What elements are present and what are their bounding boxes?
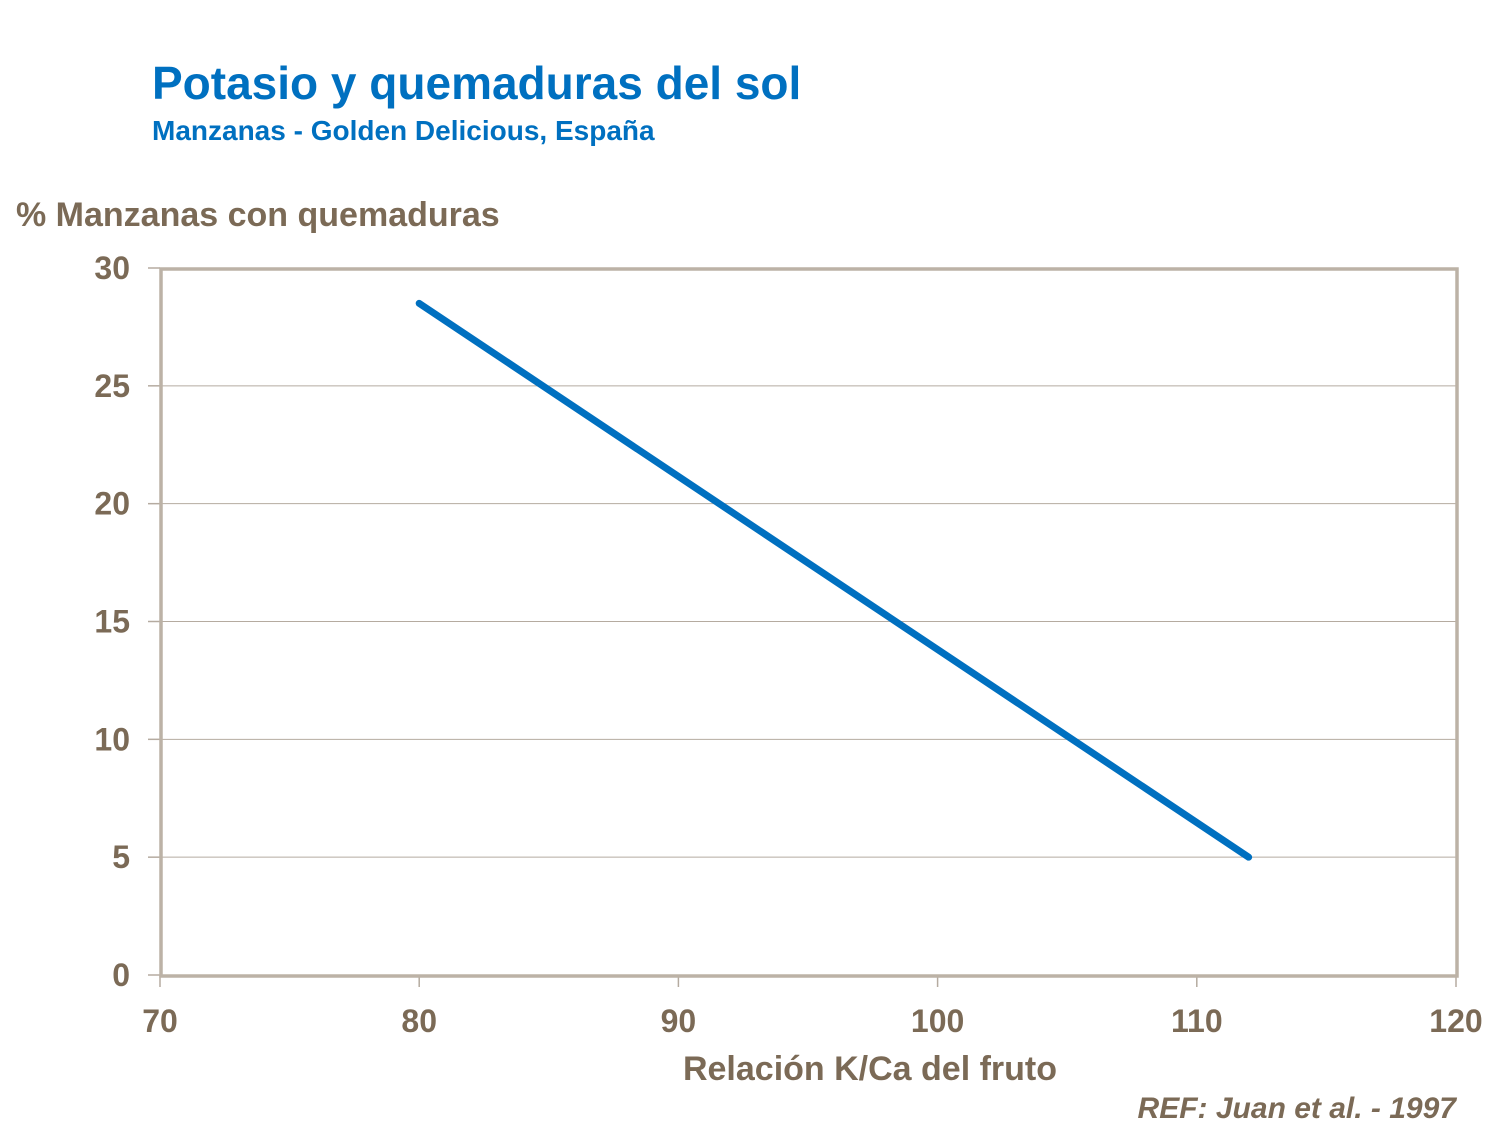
y-tick-label: 20 (94, 486, 130, 522)
y-axis-label: % Manzanas con quemaduras (16, 196, 500, 234)
x-tick-label: 80 (401, 1003, 437, 1039)
chart-subtitle: Manzanas - Golden Delicious, España (152, 115, 655, 146)
y-tick-label: 15 (94, 604, 130, 640)
x-tick-label: 90 (661, 1003, 697, 1039)
x-tick-label: 100 (911, 1003, 964, 1039)
series-line (415, 299, 1253, 861)
x-tick-label: 120 (1429, 1003, 1482, 1039)
x-tick-label: 110 (1171, 1003, 1223, 1039)
x-tick-label: 70 (142, 1003, 178, 1039)
y-tick-label: 0 (112, 957, 130, 993)
reference-note: REF: Juan et al. - 1997 (1137, 1092, 1456, 1125)
chart-title: Potasio y quemaduras del sol (152, 57, 802, 109)
plot-frame (159, 267, 1459, 978)
y-tick-label: 5 (112, 839, 130, 875)
x-axis-label: Relación K/Ca del fruto (682, 1050, 1058, 1088)
y-tick-label: 10 (94, 721, 130, 757)
y-tick-label: 30 (94, 250, 130, 286)
y-tick-label: 25 (94, 368, 130, 404)
